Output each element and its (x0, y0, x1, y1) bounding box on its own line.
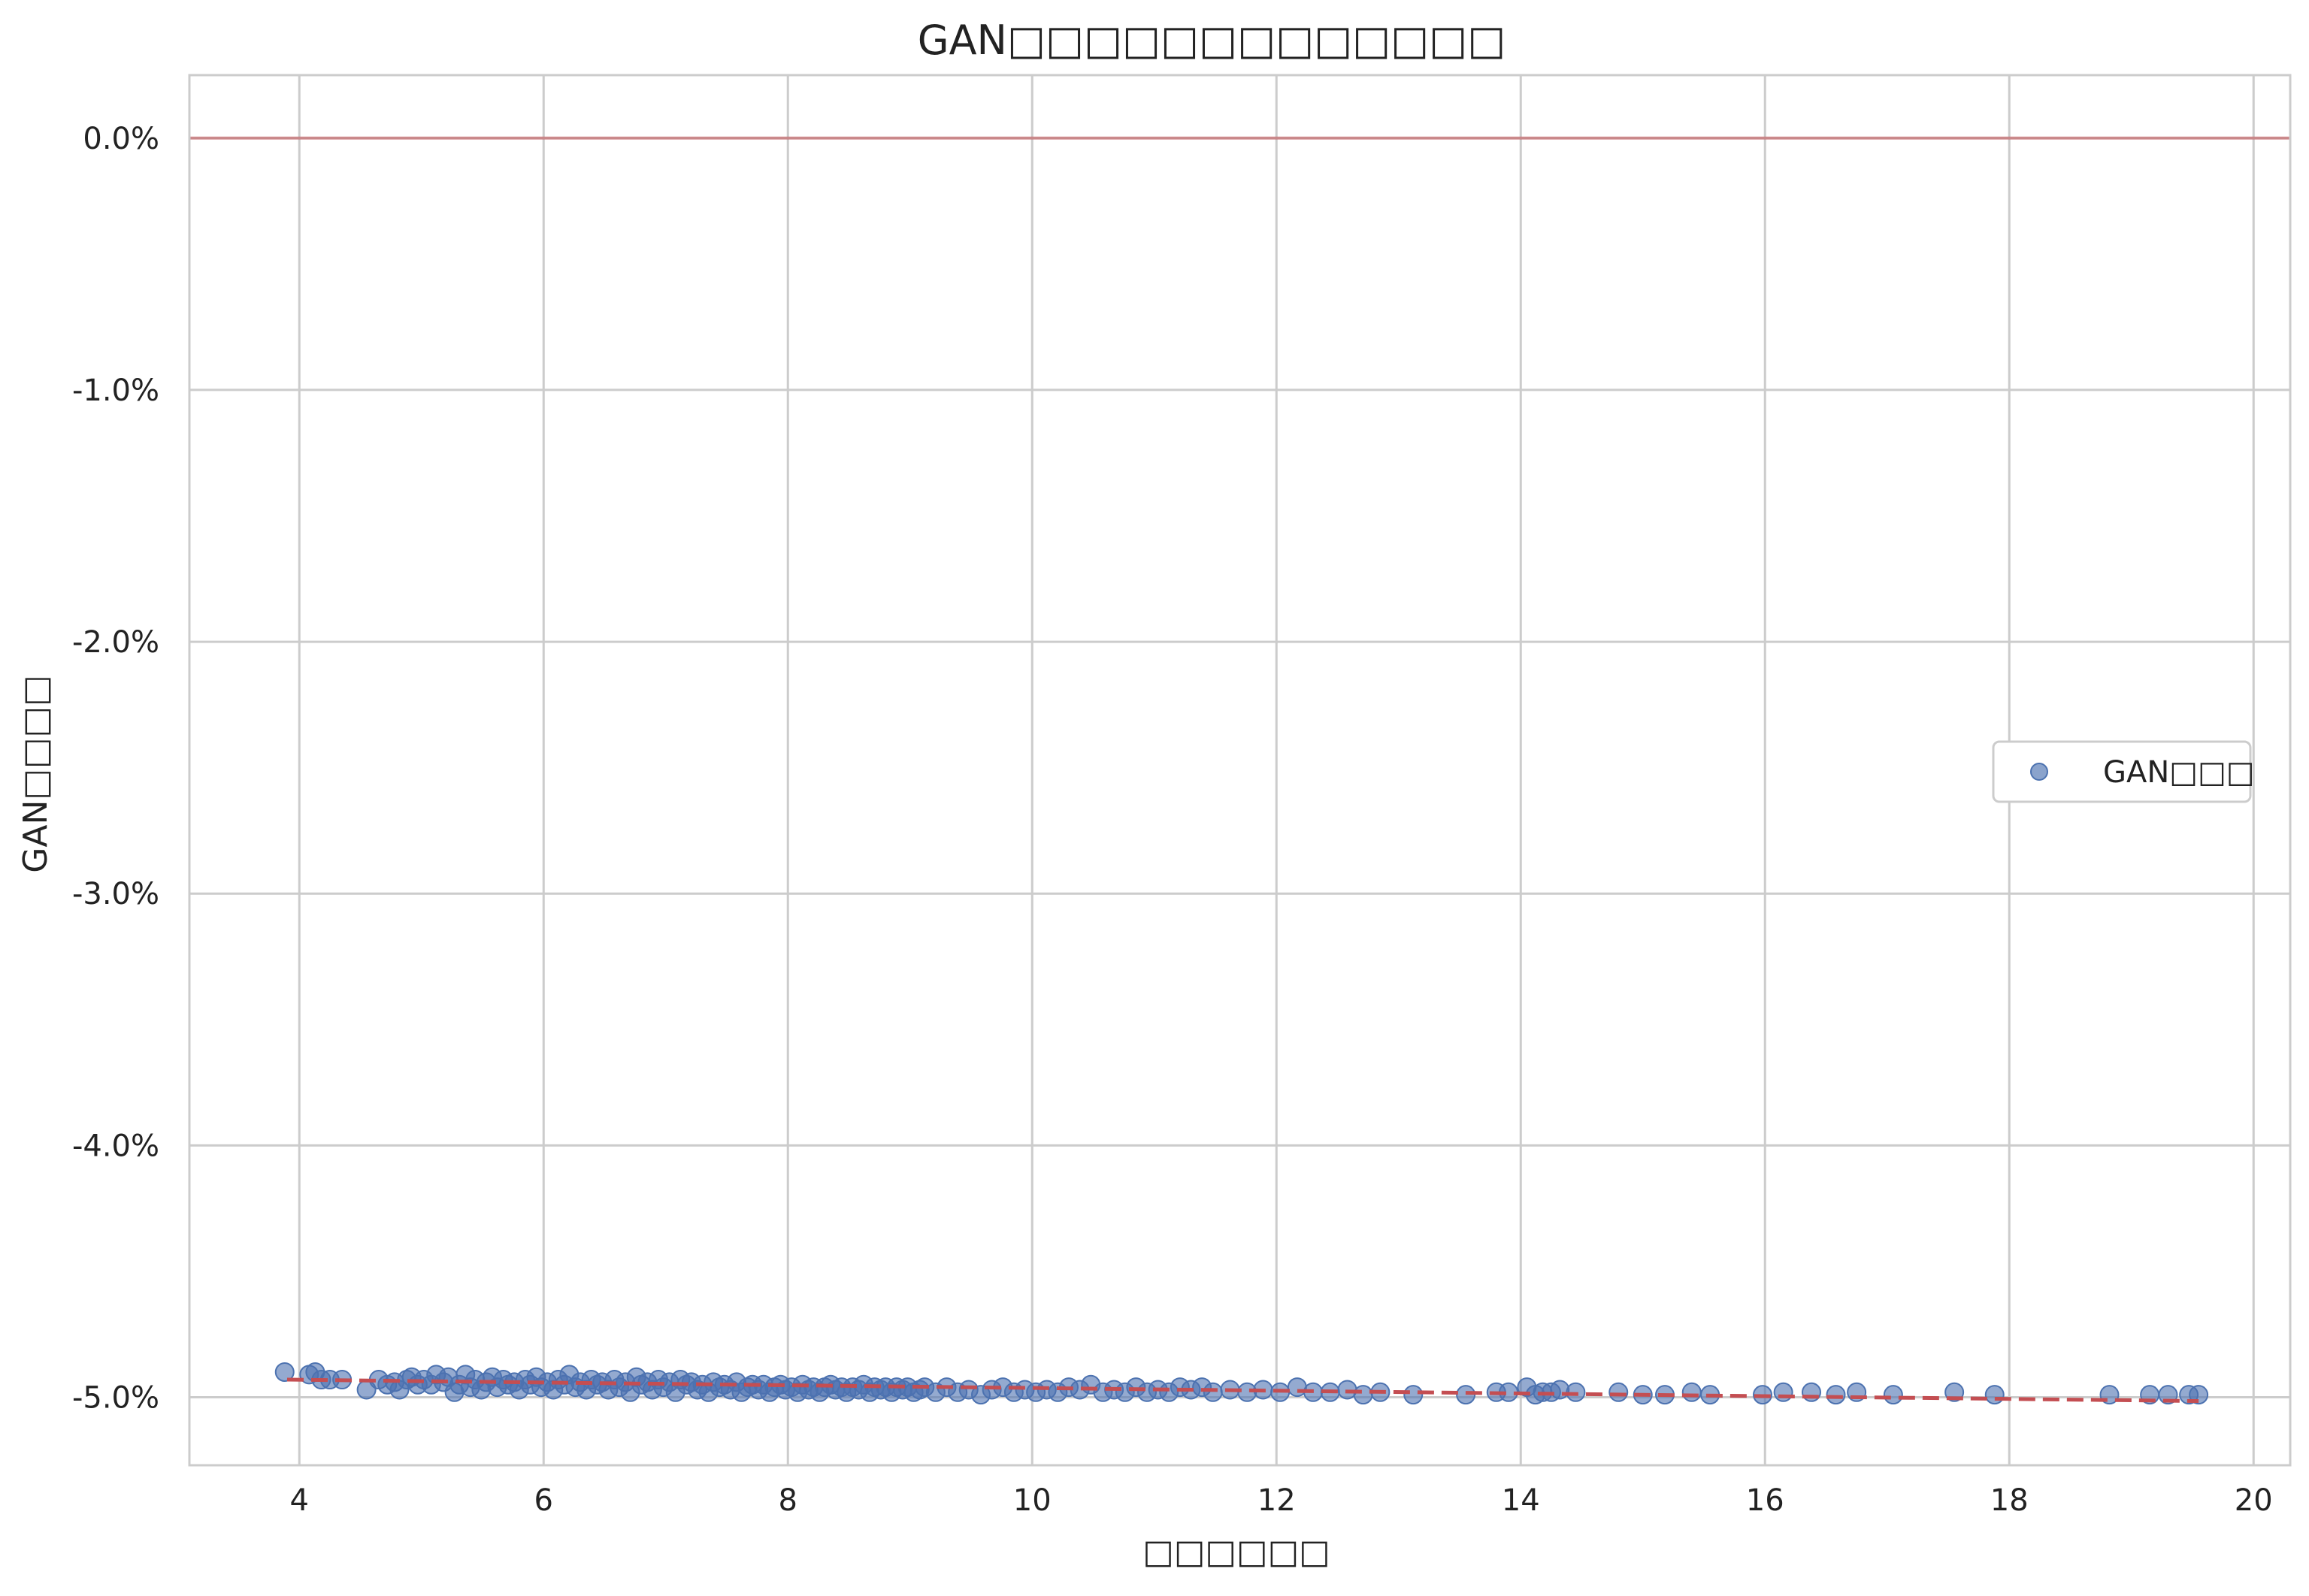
x-tick-label: 12 (1257, 1483, 1296, 1518)
data-point (1826, 1385, 1846, 1405)
plot-frame (188, 74, 2292, 1467)
x-tick-label: 8 (779, 1483, 797, 1518)
data-point (1403, 1385, 1424, 1405)
y-tick-label: -5.0% (72, 1381, 159, 1416)
data-point (1353, 1385, 1373, 1405)
gridlines (189, 75, 2290, 1465)
legend-label: GAN□□□ (2103, 755, 2255, 790)
x-axis-ticks: 4 6 8 10 12 14 16 18 20 (290, 1483, 2273, 1518)
data-point (1984, 1385, 2005, 1405)
y-axis-label: GAN□□□□ (17, 675, 55, 872)
x-tick-label: 14 (1502, 1483, 1540, 1518)
y-tick-label: -1.0% (72, 373, 159, 408)
trend-line (286, 1377, 2199, 1404)
data-point (274, 1362, 295, 1382)
x-tick-label: 6 (534, 1483, 553, 1518)
y-tick-label: -4.0% (72, 1129, 159, 1163)
x-tick-label: 18 (1990, 1483, 2029, 1518)
chart-title: GAN□□□□□□□□□□□□□ (918, 17, 1506, 64)
data-point (1203, 1382, 1223, 1402)
data-point (1608, 1382, 1629, 1402)
y-tick-label: 0.0% (83, 122, 159, 156)
legend: GAN□□□ (1992, 740, 2255, 803)
data-point (1550, 1380, 1570, 1400)
y-tick-label: -3.0% (72, 877, 159, 911)
legend-marker (2030, 763, 2048, 781)
x-tick-label: 10 (1013, 1483, 1052, 1518)
x-axis-label: □□□□□□ (1142, 1533, 1330, 1571)
y-tick-label: -2.0% (72, 625, 159, 660)
x-tick-label: 16 (1746, 1483, 1784, 1518)
data-point (1681, 1382, 1702, 1402)
data-point (1773, 1382, 1793, 1402)
x-tick-label: 20 (2235, 1483, 2273, 1518)
x-tick-label: 4 (290, 1483, 309, 1518)
y-axis-ticks: 0.0% -1.0% -2.0% -3.0% -4.0% -5.0% (72, 122, 159, 1416)
data-point (1883, 1385, 1903, 1405)
